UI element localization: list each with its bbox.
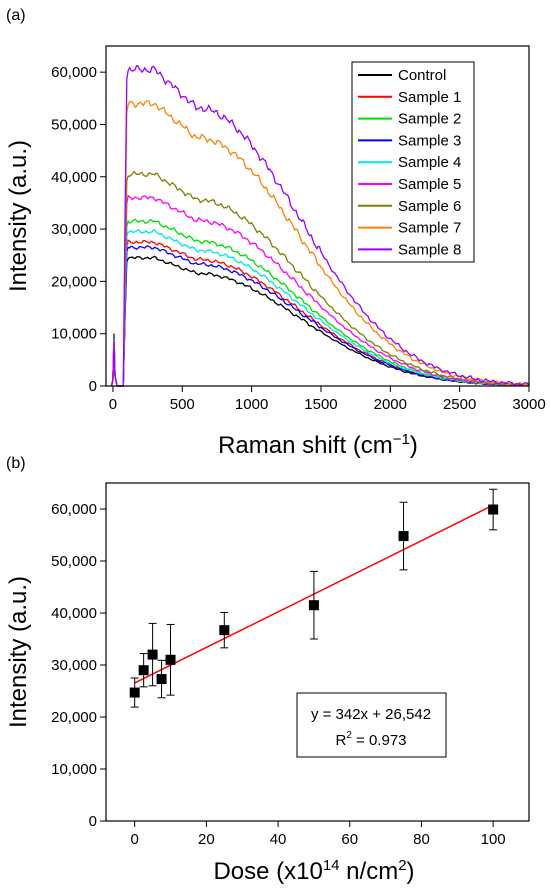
r-squared-prefix: R xyxy=(335,732,346,749)
panel-b-label: (b) xyxy=(6,455,26,472)
panel-b-x-tick-label: 80 xyxy=(413,831,430,848)
data-point-marker xyxy=(138,665,149,676)
panel-a-x-axis-title-main: Raman shift (cm xyxy=(218,432,393,459)
data-point-group xyxy=(165,623,176,696)
panel-a-x-axis-title-sup: −1 xyxy=(393,431,410,448)
panel-b-y-axis-title: Intensity (a.u.) xyxy=(5,576,32,728)
data-point-group xyxy=(308,570,319,640)
data-point-marker xyxy=(488,504,499,515)
panel-b-x-tick-label: 40 xyxy=(270,831,287,848)
r-squared-text: R2 = 0.973 xyxy=(335,730,406,749)
panel-a-x-tick-label: 0 xyxy=(109,396,117,413)
data-point-group xyxy=(138,653,149,688)
data-point-marker xyxy=(147,649,158,660)
equation-text: y = 342x + 26,542 xyxy=(311,706,431,723)
panel-b-y-tick-label: 50,000 xyxy=(51,553,97,570)
series-line-sample-7 xyxy=(110,99,530,387)
panel-a-x-tick-label: 1500 xyxy=(304,396,337,413)
panel-a-x-tick-label: 500 xyxy=(170,396,195,413)
legend-label-sample-7: Sample 7 xyxy=(398,220,461,237)
series-line-sample-8 xyxy=(110,64,530,387)
panel-a-x-axis-title: Raman shift (cm−1) xyxy=(218,431,418,459)
panel-a-y-ticks: 0 10,000 20,000 30,000 40,000 50,000 60,000 xyxy=(51,64,106,395)
panel-a-label: (a) xyxy=(6,7,26,24)
legend-label-sample-3: Sample 3 xyxy=(398,132,461,149)
data-point-group xyxy=(398,501,409,571)
panel-b-x-axis-title-main: Dose (x10 xyxy=(213,858,322,885)
data-point-marker xyxy=(129,687,140,698)
series-line-control xyxy=(110,255,529,387)
legend-label-sample-2: Sample 2 xyxy=(398,111,461,128)
legend-label-sample-5: Sample 5 xyxy=(398,176,461,193)
panel-a-plot-frame xyxy=(105,45,530,387)
panel-a-x-tick-label: 1000 xyxy=(235,396,268,413)
panel-b-y-tick-label: 10,000 xyxy=(51,761,97,778)
data-point-marker xyxy=(219,625,230,636)
data-point-marker xyxy=(165,654,176,665)
data-point-marker xyxy=(308,600,319,611)
panel-b-x-tick-label: 20 xyxy=(198,831,215,848)
panel-a-raman-spectra: (a) 0 500 1000 1500 2000 2500 3000 0 10,000 20,0… xyxy=(5,7,546,459)
panel-a-x-ticks: 0 500 1000 1500 2000 2500 3000 xyxy=(109,386,546,413)
series-line-sample-4 xyxy=(110,229,529,387)
data-point-group xyxy=(129,677,140,708)
panel-b-y-tick-label: 20,000 xyxy=(51,709,97,726)
panel-b-y-tick-label: 60,000 xyxy=(51,501,97,518)
data-point-group xyxy=(156,659,167,699)
data-point-group xyxy=(219,611,230,649)
panel-a-y-tick-label: 50,000 xyxy=(51,116,97,133)
panel-b-y-tick-label: 30,000 xyxy=(51,657,97,674)
panel-b-x-tick-label: 100 xyxy=(481,831,506,848)
panel-b-plot-frame xyxy=(105,482,530,822)
panel-a-x-tick-label: 2500 xyxy=(443,396,476,413)
panel-a-y-tick-label: 60,000 xyxy=(51,64,97,81)
data-point-marker xyxy=(156,674,167,685)
data-point-group xyxy=(147,622,158,687)
panel-b-x-axis-title-mid: n/cm xyxy=(340,858,399,885)
panel-a-x-tick-label: 3000 xyxy=(512,396,545,413)
legend-label-control: Control xyxy=(398,67,446,84)
panel-a-y-tick-label: 30,000 xyxy=(51,221,97,238)
panel-b-y-tick-label: 0 xyxy=(89,813,97,830)
panel-a-y-tick-label: 40,000 xyxy=(51,169,97,186)
legend-label-sample-4: Sample 4 xyxy=(398,154,461,171)
legend-label-sample-8: Sample 8 xyxy=(398,241,461,258)
panel-b-dose-response: (b) 0 20 40 60 80 100 0 10,000 20,000 30,000 40,0… xyxy=(5,455,530,885)
panel-b-x-axis-title-close: ) xyxy=(407,858,415,885)
panel-a-y-tick-label: 20,000 xyxy=(51,273,97,290)
panel-b-y-ticks: 0 10,000 20,000 30,000 40,000 50,000 60,000 xyxy=(51,501,106,830)
data-point-marker xyxy=(398,531,409,542)
panel-b-x-axis-title-sup2: 2 xyxy=(398,857,406,874)
panel-b-x-tick-label: 60 xyxy=(341,831,358,848)
panel-a-y-tick-label: 10,000 xyxy=(51,326,97,343)
panel-a-legend: Control Sample 1 Sample 2 Sample 3 Sample 4 S… xyxy=(351,61,475,263)
panel-b-x-axis-title-sup1: 14 xyxy=(323,857,340,874)
panel-a-series-lines xyxy=(110,64,530,387)
panel-b-x-axis-title: Dose (x1014 n/cm2) xyxy=(213,857,414,885)
equation-box: y = 342x + 26,542 R2 = 0.973 xyxy=(296,692,447,758)
panel-a-x-axis-title-close: ) xyxy=(410,432,418,459)
panel-b-x-tick-label: 0 xyxy=(131,831,139,848)
legend-label-sample-1: Sample 1 xyxy=(398,89,461,106)
data-point-group xyxy=(488,488,499,531)
panel-b-x-ticks: 0 20 40 60 80 100 xyxy=(131,821,506,848)
equation-box-frame xyxy=(296,692,447,758)
r-squared-sup: 2 xyxy=(346,730,352,741)
panel-a-y-tick-label: 0 xyxy=(89,378,97,395)
panel-b-y-tick-label: 40,000 xyxy=(51,605,97,622)
panel-a-x-tick-label: 2000 xyxy=(374,396,407,413)
r-squared-suffix: = 0.973 xyxy=(352,732,407,749)
panel-b-data-points xyxy=(129,488,499,708)
legend-label-sample-6: Sample 6 xyxy=(398,198,461,215)
panel-a-y-axis-title: Intensity (a.u.) xyxy=(5,140,32,292)
series-line-sample-6 xyxy=(110,170,530,387)
